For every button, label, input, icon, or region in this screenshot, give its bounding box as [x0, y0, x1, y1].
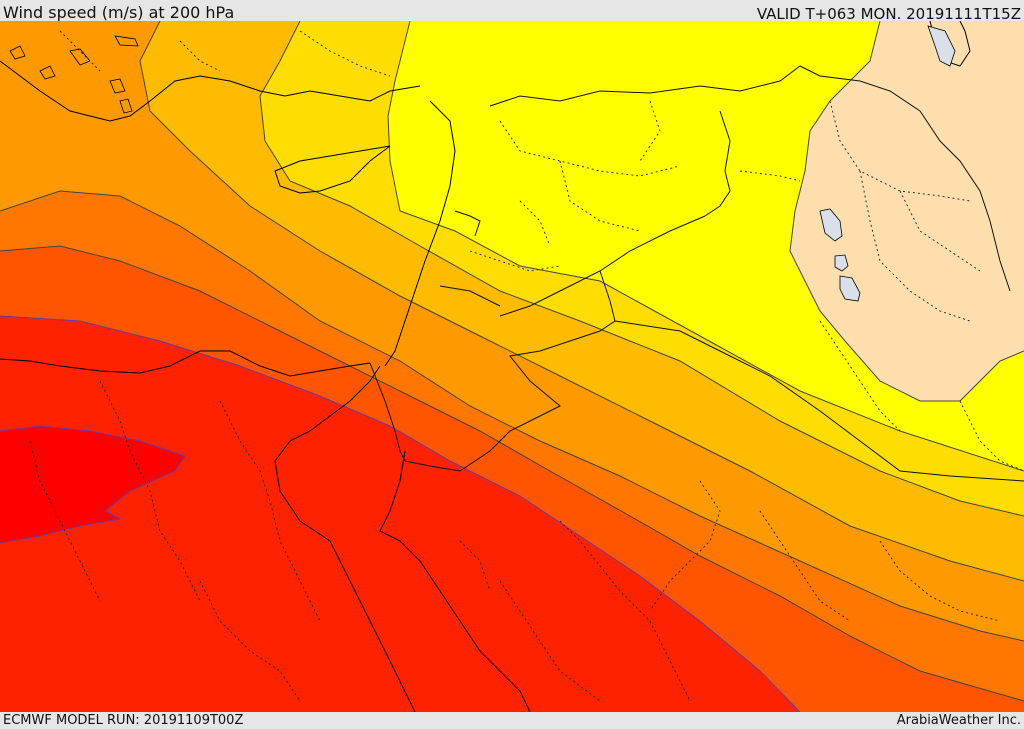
border-iraq-iran — [799, 65, 1011, 292]
credit-label: ArabiaWeather Inc. — [896, 713, 1021, 728]
province-border — [639, 100, 661, 162]
province-border — [299, 30, 391, 77]
province-border — [759, 510, 851, 622]
border-egypt-israel — [369, 362, 406, 462]
contour-lines — [0, 21, 1024, 712]
island — [114, 35, 139, 47]
wind-speed-map — [0, 21, 1024, 712]
borders-dotted — [29, 30, 1024, 702]
province-border — [29, 440, 101, 602]
island — [109, 78, 126, 94]
aegean-islands — [9, 35, 139, 114]
province-border — [199, 580, 301, 702]
border-jordan-saudi — [404, 270, 616, 472]
lake-east — [839, 275, 861, 302]
contour-line — [0, 315, 801, 712]
island — [9, 45, 26, 60]
province-border — [879, 540, 1001, 622]
coastline-red-sea-west — [274, 365, 416, 712]
coastline-north — [0, 60, 421, 122]
province-border — [499, 120, 681, 177]
island — [119, 98, 133, 114]
contour-line — [0, 425, 186, 544]
band-below-yellow — [790, 21, 1024, 401]
province-border — [99, 380, 201, 602]
coastline-red-sea-east — [379, 450, 531, 712]
province-border — [649, 480, 721, 612]
map-title: Wind speed (m/s) at 200 hPa — [3, 3, 235, 22]
province-border — [739, 170, 801, 182]
lake-urmia — [819, 208, 843, 242]
model-run-label: ECMWF MODEL RUN: 20191109T00Z — [3, 713, 244, 728]
contour-line — [259, 21, 1024, 517]
border-saudi-iraq — [614, 320, 1024, 482]
province-border — [519, 200, 551, 247]
contour-line — [789, 21, 1024, 402]
province-border — [469, 250, 561, 272]
contour-line — [0, 245, 1024, 702]
band-level-8 — [0, 426, 185, 543]
island-cyprus — [274, 145, 391, 194]
lake-van — [834, 254, 849, 272]
coastline-egypt — [0, 350, 371, 377]
coastlines — [0, 21, 971, 712]
contour-line — [139, 21, 1024, 582]
province-border — [559, 160, 641, 232]
wind-bands — [0, 21, 1024, 712]
valid-time-label: VALID T+063 MON. 20191111T15Z — [756, 5, 1021, 23]
province-border — [859, 170, 971, 322]
province-border — [959, 400, 1024, 472]
island — [39, 65, 56, 80]
border-syria-iraq — [704, 110, 731, 217]
border-jordan-syria — [439, 285, 501, 307]
band-level-7 — [0, 316, 800, 712]
coastline-levant — [384, 100, 456, 367]
contour-line — [387, 21, 1024, 472]
island — [69, 48, 91, 66]
border-syria-turkey — [489, 65, 801, 107]
contour-line — [0, 190, 1024, 642]
border-lebanon-syria — [454, 210, 481, 237]
lake-caspian — [927, 25, 956, 67]
lakes — [819, 25, 956, 302]
borders-solid — [369, 65, 1024, 482]
